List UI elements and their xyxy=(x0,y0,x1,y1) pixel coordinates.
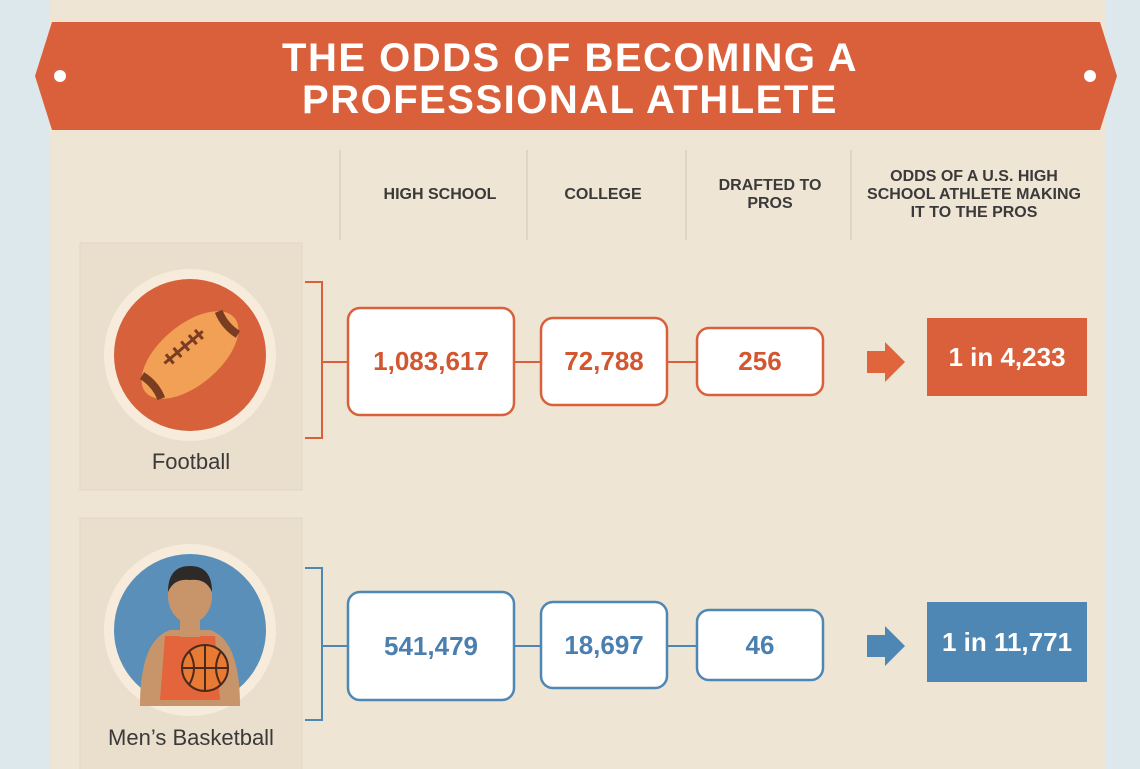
drafted-count: 256 xyxy=(697,328,823,395)
title-line: THE ODDS OF BECOMING A xyxy=(170,38,970,78)
college-count: 18,697 xyxy=(541,602,667,688)
drafted-count: 46 xyxy=(697,610,823,680)
odds: 1 in 4,233 xyxy=(927,318,1087,396)
title-line: PROFESSIONAL ATHLETE xyxy=(170,80,970,120)
odds: 1 in 11,771 xyxy=(927,602,1087,682)
column-header: HIGH SCHOOL xyxy=(350,155,530,235)
column-header: ODDS OF A U.S. HIGH SCHOOL ATHLETE MAKIN… xyxy=(858,155,1090,235)
banner-dot xyxy=(1084,70,1096,82)
banner-dot xyxy=(54,70,66,82)
high-school-count: 1,083,617 xyxy=(348,308,514,415)
column-header: DRAFTED TO PROS xyxy=(700,155,840,235)
infographic: THE ODDS OF BECOMING A PROFESSIONAL ATHL… xyxy=(0,0,1140,769)
column-header: COLLEGE xyxy=(533,155,673,235)
sport-name: Men’s Basketball xyxy=(80,725,302,751)
high-school-count: 541,479 xyxy=(348,592,514,700)
sport-name: Football xyxy=(80,449,302,475)
college-count: 72,788 xyxy=(541,318,667,405)
